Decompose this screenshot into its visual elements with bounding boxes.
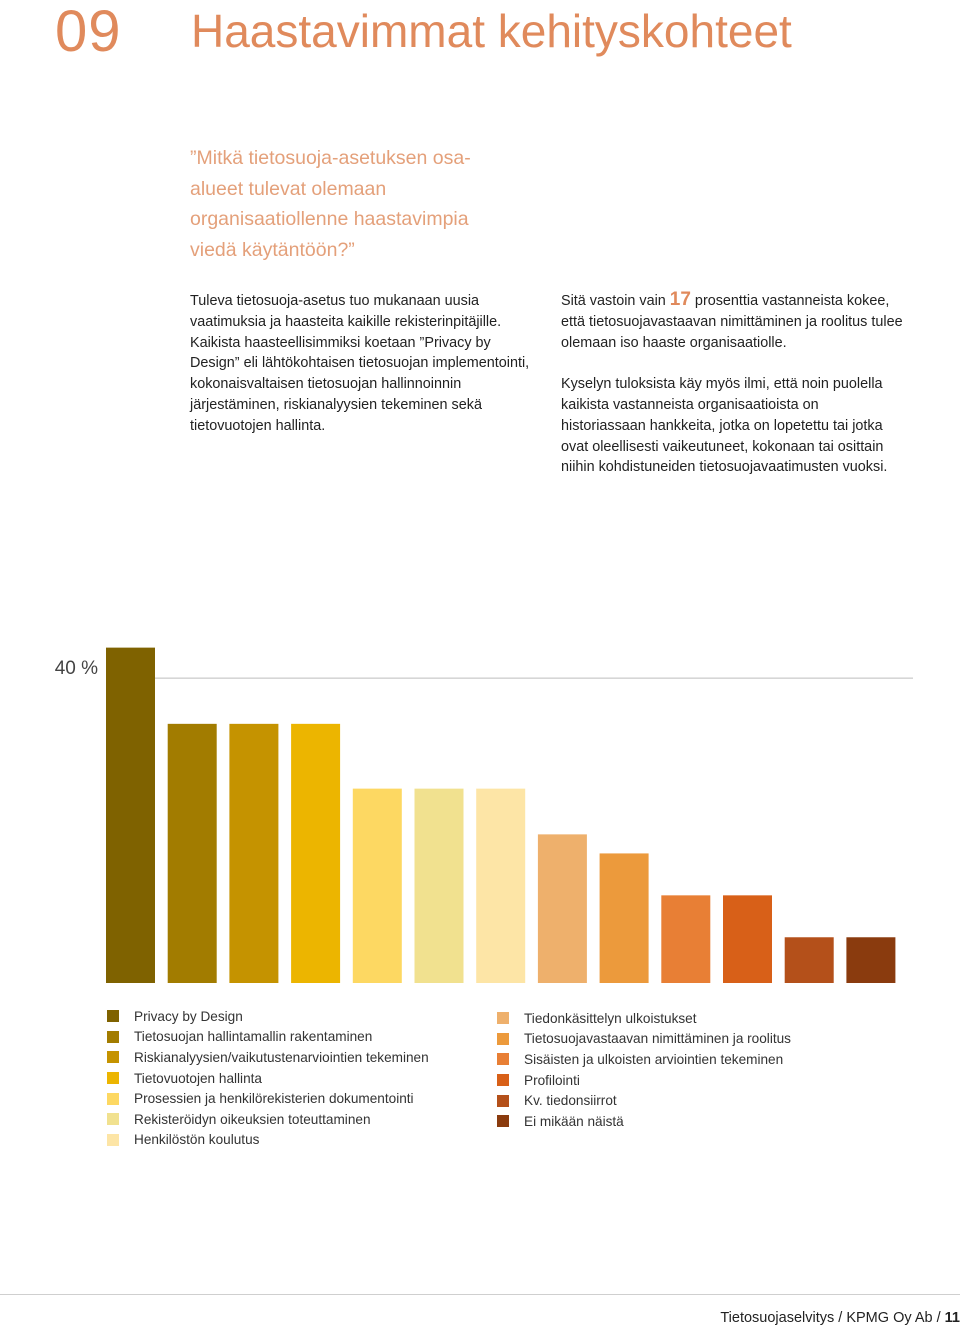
bar-11	[723, 895, 772, 983]
footer: Tietosuojaselvitys / KPMG Oy Ab / 11	[720, 1310, 960, 1326]
footer-text: Tietosuojaselvitys / KPMG Oy Ab /	[720, 1310, 945, 1326]
right-column: Sitä vastoin vain 17 prosenttia vastanne…	[561, 289, 906, 499]
legend-label: Privacy by Design	[134, 1008, 243, 1024]
legend-swatch	[107, 1051, 119, 1064]
legend-swatch	[497, 1115, 509, 1128]
legend-swatch	[497, 1074, 509, 1087]
legend-item: Kv. tiedonsiirrot	[497, 1090, 791, 1111]
legend-item: Ei mikään näistä	[497, 1111, 791, 1132]
legend-swatch	[497, 1053, 509, 1066]
bar-7	[476, 788, 526, 983]
legend-item: Profilointi	[497, 1070, 791, 1091]
legend-item: Privacy by Design	[107, 1006, 429, 1027]
legend-item: Prosessien ja henkilörekisterien dokumen…	[107, 1088, 429, 1109]
legend-label: Kv. tiedonsiirrot	[524, 1093, 617, 1109]
legend-label: Riskianalyysien/vaikutustenarviointien t…	[134, 1049, 429, 1065]
legend-item: Sisäisten ja ulkoisten arviointien tekem…	[497, 1049, 791, 1070]
legend-swatch	[107, 1113, 119, 1126]
bar-5	[352, 788, 402, 983]
legend-item: Tietosuojan hallintamallin rakentaminen	[107, 1027, 429, 1048]
right-paragraph-1: Sitä vastoin vain 17 prosenttia vastanne…	[561, 289, 906, 353]
highlight-number: 17	[669, 289, 691, 310]
legend-item: Riskianalyysien/vaikutustenarviointien t…	[107, 1047, 429, 1068]
right-p1-before: Sitä vastoin vain	[561, 293, 670, 309]
legend-swatch	[107, 1030, 119, 1043]
reference-line-label: 40 %	[55, 658, 98, 679]
bar-3	[229, 723, 279, 983]
bar-1	[106, 647, 155, 983]
legend-left: Privacy by Design Tietosuojan hallintamal…	[107, 1006, 429, 1150]
page-number: 11	[944, 1310, 960, 1326]
legend-label: Henkilöstön koulutus	[134, 1132, 260, 1148]
bar-2	[167, 723, 217, 983]
legend-label: Tiedonkäsittelyn ulkoistukset	[524, 1010, 697, 1026]
legend-label: Rekisteröidyn oikeuksien toteuttaminen	[134, 1111, 371, 1127]
bar-chart: 40 %	[55, 647, 913, 983]
bar-6	[414, 788, 464, 983]
legend-swatch	[497, 1012, 509, 1025]
bar-12	[784, 937, 834, 983]
bar-4	[291, 723, 341, 983]
legend-swatch	[107, 1072, 119, 1085]
legend-item: Tiedonkäsittelyn ulkoistukset	[497, 1008, 791, 1029]
legend-swatch	[497, 1032, 509, 1045]
legend-right: Tiedonkäsittelyn ulkoistukset Tietosuojav…	[497, 1008, 791, 1132]
legend-item: Rekisteröidyn oikeuksien toteuttaminen	[107, 1109, 429, 1130]
legend-label: Tietosuojavastaavan nimittäminen ja rool…	[524, 1031, 791, 1047]
legend-item: Henkilöstön koulutus	[107, 1130, 429, 1151]
legend-item: Tietovuotojen hallinta	[107, 1068, 429, 1089]
legend-label: Profilointi	[524, 1072, 580, 1088]
right-p1-after: prosenttia vastanneista kokee, että tiet…	[561, 293, 903, 351]
legend-label: Ei mikään näistä	[524, 1113, 624, 1129]
bar-10	[661, 895, 711, 983]
legend-label: Tietovuotojen hallinta	[134, 1070, 262, 1086]
page-title: Haastavimmat kehityskohteet	[191, 5, 792, 57]
chapter-number: 09	[55, 0, 122, 64]
bar-9	[599, 853, 649, 983]
legend-item: Tietosuojavastaavan nimittäminen ja rool…	[497, 1029, 791, 1050]
left-paragraph: Tuleva tietosuoja-asetus tuo mukanaan uu…	[190, 293, 530, 434]
footer-divider	[0, 1294, 960, 1295]
legend-label: Prosessien ja henkilörekisterien dokumen…	[134, 1091, 414, 1107]
bar-8	[537, 834, 587, 983]
left-column: Tuleva tietosuoja-asetus tuo mukanaan uu…	[190, 291, 535, 457]
bar-13	[846, 937, 896, 983]
legend-label: Tietosuojan hallintamallin rakentaminen	[134, 1029, 373, 1045]
legend-swatch	[497, 1094, 509, 1107]
legend-swatch	[107, 1092, 119, 1105]
legend-swatch	[107, 1010, 119, 1023]
legend-swatch	[107, 1133, 119, 1146]
legend-label: Sisäisten ja ulkoisten arviointien tekem…	[524, 1051, 784, 1067]
right-paragraph-2: Kyselyn tuloksista käy myös ilmi, että n…	[561, 376, 888, 476]
pull-quote: ”Mitkä tietosuoja-asetuksen osa-alueet t…	[190, 147, 471, 261]
